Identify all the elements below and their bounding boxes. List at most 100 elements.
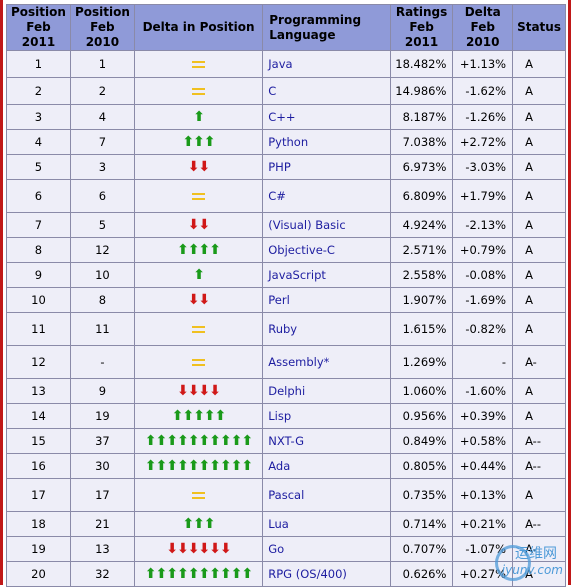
- language-link[interactable]: (Visual) Basic: [263, 213, 390, 237]
- language-link[interactable]: PHP: [263, 155, 390, 179]
- delta-cell: +1.13%: [453, 51, 513, 77]
- position-2011-cell: 14: [7, 404, 70, 428]
- language-link[interactable]: Perl: [263, 288, 390, 312]
- delta-cell: -1.62%: [453, 78, 513, 104]
- position-2010-cell: 1: [70, 51, 134, 77]
- header-ratings: Ratings Feb 2011: [390, 5, 453, 50]
- ratings-cell: 0.849%: [390, 429, 453, 453]
- position-2010-cell: 21: [70, 512, 134, 536]
- language-link[interactable]: Assembly*: [263, 346, 390, 378]
- ratings-cell: 0.956%: [390, 404, 453, 428]
- language-link[interactable]: Delphi: [263, 379, 390, 403]
- status-cell: A: [513, 105, 565, 129]
- language-link[interactable]: Pascal: [263, 479, 390, 511]
- language-link[interactable]: JavaScript: [263, 263, 390, 287]
- delta-position-cell: ⬆⬆⬆⬆⬆⬆⬆⬆⬆⬆: [134, 454, 263, 478]
- position-2010-cell: 5: [70, 213, 134, 237]
- ratings-cell: 0.805%: [390, 454, 453, 478]
- status-cell: A: [513, 288, 565, 312]
- status-cell: A: [513, 562, 565, 586]
- delta-cell: +0.21%: [453, 512, 513, 536]
- header-row: Position Feb 2011 Position Feb 2010 Delt…: [7, 5, 565, 50]
- equal-icon: [192, 359, 206, 366]
- table-row: 10 8 ⬇⬇ Perl 1.907% -1.69% A: [7, 288, 565, 312]
- language-link[interactable]: Lisp: [263, 404, 390, 428]
- down-arrows-icon: ⬇⬇: [187, 217, 210, 233]
- position-2010-cell: 6: [70, 180, 134, 212]
- position-2010-cell: 32: [70, 562, 134, 586]
- header-language: Programming Language: [263, 5, 390, 50]
- delta-position-cell: ⬆⬆⬆: [134, 512, 263, 536]
- delta-position-cell: ⬆: [134, 105, 263, 129]
- delta-cell: +0.79%: [453, 238, 513, 262]
- equal-icon: [192, 492, 206, 499]
- status-cell: A: [513, 404, 565, 428]
- position-2010-cell: 19: [70, 404, 134, 428]
- position-2011-cell: 1: [7, 51, 70, 77]
- language-link[interactable]: Lua: [263, 512, 390, 536]
- position-2010-cell: 9: [70, 379, 134, 403]
- up-arrows-icon: ⬆: [193, 109, 205, 125]
- down-arrows-icon: ⬇⬇: [187, 159, 210, 175]
- ratings-cell: 0.735%: [390, 479, 453, 511]
- up-arrows-icon: ⬆⬆⬆⬆⬆⬆⬆⬆⬆⬆: [144, 566, 253, 582]
- position-2010-cell: 17: [70, 479, 134, 511]
- position-2011-cell: 12: [7, 346, 70, 378]
- delta-position-cell: ⬆⬆⬆⬆⬆⬆⬆⬆⬆⬆: [134, 429, 263, 453]
- table-row: 3 4 ⬆ C++ 8.187% -1.26% A: [7, 105, 565, 129]
- position-2011-cell: 17: [7, 479, 70, 511]
- language-link[interactable]: Ada: [263, 454, 390, 478]
- table-row: 6 6 C# 6.809% +1.79% A: [7, 180, 565, 212]
- ratings-cell: 8.187%: [390, 105, 453, 129]
- language-link[interactable]: C: [263, 78, 390, 104]
- language-link[interactable]: Java: [263, 51, 390, 77]
- language-link[interactable]: RPG (OS/400): [263, 562, 390, 586]
- delta-cell: -0.82%: [453, 313, 513, 345]
- language-link[interactable]: C++: [263, 105, 390, 129]
- delta-position-cell: ⬆⬆⬆: [134, 130, 263, 154]
- table-row: 2 2 C 14.986% -1.62% A: [7, 78, 565, 104]
- ratings-cell: 1.060%: [390, 379, 453, 403]
- up-arrows-icon: ⬆: [193, 267, 205, 283]
- delta-cell: -1.60%: [453, 379, 513, 403]
- position-2010-cell: 4: [70, 105, 134, 129]
- position-2010-cell: 7: [70, 130, 134, 154]
- position-2011-cell: 4: [7, 130, 70, 154]
- delta-cell: -3.03%: [453, 155, 513, 179]
- position-2011-cell: 13: [7, 379, 70, 403]
- table-row: 13 9 ⬇⬇⬇⬇ Delphi 1.060% -1.60% A: [7, 379, 565, 403]
- equal-icon: [192, 88, 206, 95]
- language-link[interactable]: NXT-G: [263, 429, 390, 453]
- table-row: 19 13 ⬇⬇⬇⬇⬇⬇ Go 0.707% -1.07% A-: [7, 537, 565, 561]
- table-row: 17 17 Pascal 0.735% +0.13% A: [7, 479, 565, 511]
- position-2011-cell: 20: [7, 562, 70, 586]
- language-link[interactable]: Python: [263, 130, 390, 154]
- delta-position-cell: ⬆⬆⬆⬆: [134, 238, 263, 262]
- delta-position-cell: [134, 78, 263, 104]
- table-row: 1 1 Java 18.482% +1.13% A: [7, 51, 565, 77]
- position-2010-cell: 30: [70, 454, 134, 478]
- delta-position-cell: ⬆⬆⬆⬆⬆: [134, 404, 263, 428]
- equal-icon: [192, 61, 206, 68]
- position-2010-cell: 10: [70, 263, 134, 287]
- delta-position-cell: ⬆: [134, 263, 263, 287]
- language-link[interactable]: Objective-C: [263, 238, 390, 262]
- status-cell: A: [513, 155, 565, 179]
- language-link[interactable]: Ruby: [263, 313, 390, 345]
- delta-cell: -1.69%: [453, 288, 513, 312]
- delta-cell: -0.08%: [453, 263, 513, 287]
- status-cell: A--: [513, 512, 565, 536]
- language-link[interactable]: C#: [263, 180, 390, 212]
- position-2011-cell: 6: [7, 180, 70, 212]
- delta-position-cell: ⬇⬇: [134, 288, 263, 312]
- ratings-cell: 0.707%: [390, 537, 453, 561]
- table-row: 4 7 ⬆⬆⬆ Python 7.038% +2.72% A: [7, 130, 565, 154]
- ratings-cell: 0.714%: [390, 512, 453, 536]
- table-row: 15 37 ⬆⬆⬆⬆⬆⬆⬆⬆⬆⬆ NXT-G 0.849% +0.58% A--: [7, 429, 565, 453]
- status-cell: A: [513, 213, 565, 237]
- delta-cell: -1.26%: [453, 105, 513, 129]
- position-2011-cell: 5: [7, 155, 70, 179]
- language-link[interactable]: Go: [263, 537, 390, 561]
- position-2010-cell: 8: [70, 288, 134, 312]
- ratings-cell: 14.986%: [390, 78, 453, 104]
